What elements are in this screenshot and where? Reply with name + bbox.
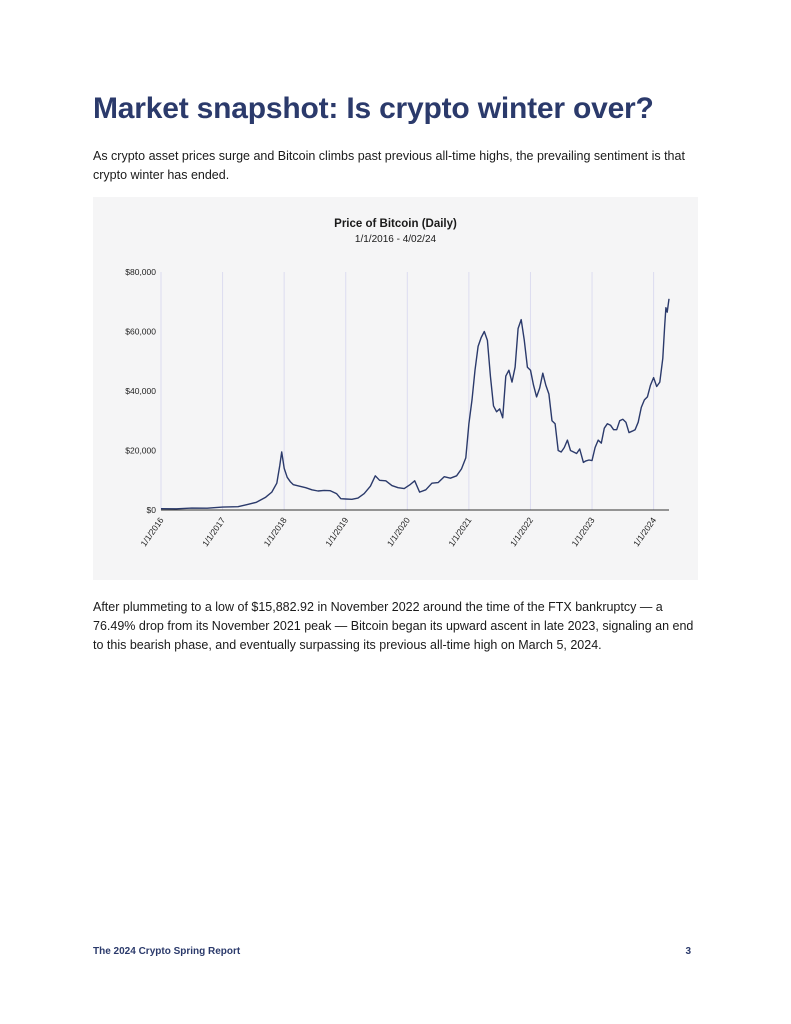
- x-tick-label: 1/1/2018: [262, 515, 289, 548]
- x-tick-label: 1/1/2021: [446, 515, 473, 548]
- chart-subtitle: 1/1/2016 - 4/02/24: [354, 234, 437, 245]
- y-tick-label: $60,000: [125, 327, 156, 337]
- x-tick-label: 1/1/2022: [508, 515, 535, 548]
- chart-title: Price of Bitcoin (Daily): [334, 218, 457, 230]
- x-tick-label: 1/1/2020: [385, 515, 412, 548]
- y-tick-label: $40,000: [125, 386, 156, 396]
- bitcoin-price-line: [160, 298, 670, 510]
- x-tick-label: 1/1/2023: [569, 515, 596, 548]
- y-tick-label: $80,000: [125, 267, 156, 277]
- page-title: Market snapshot: Is crypto winter over?: [93, 92, 654, 125]
- footer-report-title: The 2024 Crypto Spring Report: [93, 946, 241, 957]
- x-tick-label: 1/1/2019: [323, 515, 350, 548]
- y-tick-label: $0: [147, 505, 157, 515]
- chart-plot-area: 1/1/2016 1/1/2017 1/1/2018 1/1/2019 1/1/2020…: [125, 267, 670, 548]
- y-tick-label: $20,000: [125, 446, 156, 456]
- footer-page-number: 3: [685, 946, 691, 957]
- x-tick-label: 1/1/2016: [138, 515, 165, 548]
- bitcoin-price-chart: Price of Bitcoin (Daily) 1/1/2016 - 4/02…: [93, 197, 698, 580]
- x-tick-label: 1/1/2024: [631, 515, 658, 548]
- analysis-paragraph: After plummeting to a low of $15,882.92 …: [93, 600, 694, 652]
- intro-paragraph: As crypto asset prices surge and Bitcoin…: [93, 149, 685, 182]
- x-tick-label: 1/1/2017: [200, 515, 227, 548]
